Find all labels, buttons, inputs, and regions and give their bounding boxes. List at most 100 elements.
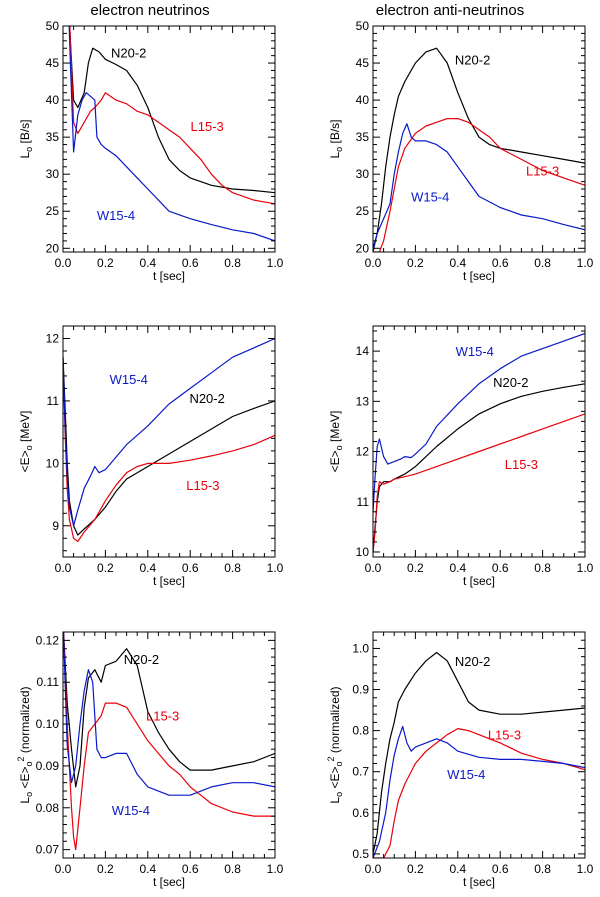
series-line-l15-3 xyxy=(373,117,585,252)
y-tick-label: 20 xyxy=(46,241,60,255)
y-axis-label: <E>o [MeV] xyxy=(328,411,344,473)
y-tick-label: 30 xyxy=(46,167,60,181)
x-tick-label: 1.0 xyxy=(267,862,284,876)
series-line-l15-3 xyxy=(373,727,585,858)
x-tick-label: 0.6 xyxy=(492,862,509,876)
x-tick-label: 0.2 xyxy=(407,862,424,876)
y-tick-label: 12 xyxy=(356,445,370,459)
y-tick-label: 45 xyxy=(46,56,60,70)
chart-nue-lum: 0.0 0.2 0.4 0.6 0.8 1.0 20 25 30 35 40 45 50 t [sec] L… xyxy=(18,19,284,283)
y-tick-label: 0.07 xyxy=(36,843,60,857)
y-tick-label: 0.12 xyxy=(36,633,60,647)
x-tick-label: 0.2 xyxy=(407,561,424,575)
series-line-w15-4 xyxy=(373,332,585,512)
y-tick-label: 25 xyxy=(356,204,370,218)
series-line-n20-2 xyxy=(63,632,275,788)
x-axis-label: t [sec] xyxy=(463,875,495,889)
y-tick-label: 50 xyxy=(46,19,60,33)
x-tick-label: 1.0 xyxy=(577,561,594,575)
x-tick-label: 0.2 xyxy=(97,256,114,270)
y-tick-label: 0.5 xyxy=(352,847,369,861)
series-line-w15-4 xyxy=(63,337,275,527)
series-lines xyxy=(373,47,585,252)
x-tick-label: 0.0 xyxy=(365,862,382,876)
column-title-electron-neutrinos: electron neutrinos xyxy=(90,2,210,19)
chart-anue-product: 0.0 0.2 0.4 0.6 0.8 1.0 0.5 0.6 0.7 0.8 0.9 1.0 t [s… xyxy=(326,631,594,889)
x-axis-label: t [sec] xyxy=(153,269,185,283)
x-tick-label: 0.2 xyxy=(407,256,424,270)
series-line-l15-3 xyxy=(63,357,275,543)
x-tick-label: 0.4 xyxy=(139,862,156,876)
series-label-w15-4: W15-4 xyxy=(110,372,148,387)
x-tick-label: 1.0 xyxy=(577,256,594,270)
y-tick-label: 0.9 xyxy=(352,683,369,697)
series-line-w15-4 xyxy=(68,26,275,242)
series-label-w15-4: W15-4 xyxy=(456,344,494,359)
x-axis-label: t [sec] xyxy=(463,269,495,283)
x-tick-label: 0.8 xyxy=(534,561,551,575)
x-tick-label: 0.2 xyxy=(97,561,114,575)
series-label-n20-2: N20-2 xyxy=(124,652,159,667)
x-tick-label: 0.8 xyxy=(534,862,551,876)
series-label-l15-3: L15-3 xyxy=(146,709,179,724)
y-axis-label: Lo [B/s] xyxy=(18,119,34,158)
y-axis-label: Lo <E>o2 (normalized) xyxy=(16,686,34,803)
series-line-n20-2 xyxy=(373,47,585,249)
series-line-n20-2 xyxy=(69,26,275,194)
x-tick-label: 0.0 xyxy=(55,862,72,876)
x-tick-label: 0.6 xyxy=(182,256,199,270)
y-tick-label: 1.0 xyxy=(352,641,369,655)
y-tick-label: 35 xyxy=(356,130,370,144)
series-line-l15-3 xyxy=(373,413,585,553)
plot-frame xyxy=(372,325,586,558)
x-tick-label: 0.6 xyxy=(492,561,509,575)
x-axis-label: t [sec] xyxy=(153,574,185,588)
x-tick-label: 0.0 xyxy=(365,561,382,575)
x-tick-label: 0.4 xyxy=(139,256,156,270)
series-label-l15-3: L15-3 xyxy=(526,163,559,178)
series-lines xyxy=(63,337,275,543)
x-tick-label: 0.8 xyxy=(534,256,551,270)
chart-nue-product: 0.0 0.2 0.4 0.6 0.8 1.0 0.07 0.08 0.09 0.10 0.11 0.… xyxy=(16,631,284,889)
series-line-l15-3 xyxy=(63,632,275,851)
y-tick-label: 11 xyxy=(357,495,370,509)
series-label-l15-3: L15-3 xyxy=(186,478,219,493)
x-axis-label: t [sec] xyxy=(153,875,185,889)
series-label-n20-2: N20-2 xyxy=(455,52,490,67)
y-tick-label: 0.7 xyxy=(352,765,369,779)
plot-frame xyxy=(62,25,276,253)
y-tick-label: 10 xyxy=(356,545,370,559)
series-line-w15-4 xyxy=(373,123,585,252)
y-tick-label: 25 xyxy=(46,204,60,218)
y-tick-label: 0.09 xyxy=(36,759,60,773)
y-axis-label: Lo [B/s] xyxy=(328,119,344,158)
x-tick-label: 0.6 xyxy=(492,256,509,270)
plot-frame xyxy=(62,631,276,859)
series-lines xyxy=(373,651,585,858)
series-line-n20-2 xyxy=(373,651,585,855)
y-tick-label: 45 xyxy=(356,56,370,70)
x-tick-label: 0.0 xyxy=(365,256,382,270)
chart-nue-energy: 0.0 0.2 0.4 0.6 0.8 1.0 9 10 11 12 t [sec] <E>o [Me… xyxy=(18,325,284,588)
y-axis-label: <E>o [MeV] xyxy=(18,411,34,473)
x-tick-label: 0.0 xyxy=(55,561,72,575)
y-tick-label: 35 xyxy=(46,130,60,144)
y-tick-label: 13 xyxy=(356,394,370,408)
y-tick-label: 9 xyxy=(52,519,59,533)
series-line-l15-3 xyxy=(69,26,275,205)
series-label-l15-3: L15-3 xyxy=(488,728,521,743)
series-label-w15-4: W15-4 xyxy=(411,189,449,204)
plot-frame xyxy=(62,325,276,558)
x-tick-label: 0.8 xyxy=(224,256,241,270)
x-tick-label: 0.6 xyxy=(182,862,199,876)
y-tick-label: 10 xyxy=(46,456,60,470)
x-tick-label: 0.8 xyxy=(224,561,241,575)
column-title-electron-anti-neutrinos: electron anti-neutrinos xyxy=(375,2,525,19)
series-label-l15-3: L15-3 xyxy=(505,457,538,472)
series-label-l15-3: L15-3 xyxy=(191,119,224,134)
x-tick-label: 1.0 xyxy=(577,862,594,876)
x-tick-label: 1.0 xyxy=(267,561,284,575)
chart-anue-lum: 0.0 0.2 0.4 0.6 0.8 1.0 20 25 30 35 40 45 50 t [sec] L… xyxy=(328,19,594,283)
